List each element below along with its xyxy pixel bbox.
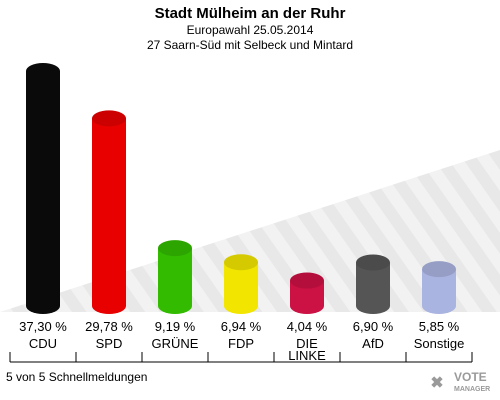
bar-grüne — [158, 240, 192, 314]
chart-subtitle: Europawahl 25.05.2014 — [187, 23, 314, 37]
bar-body — [356, 262, 390, 314]
value-label: 29,78 % — [85, 319, 133, 334]
chart-title: Stadt Mülheim an der Ruhr — [155, 5, 346, 22]
bar-die-linke — [290, 272, 324, 314]
bar-sonstige — [422, 261, 456, 314]
bar-body — [158, 248, 192, 314]
category-label: LINKE — [288, 348, 326, 363]
bar-fdp — [224, 254, 258, 314]
bar-cap — [158, 240, 192, 257]
category-label: Sonstige — [414, 336, 465, 351]
bar-body — [422, 269, 456, 314]
chart-subtitle-2: 27 Saarn-Süd mit Selbeck und Mintard — [147, 38, 353, 52]
category-label: AfD — [362, 336, 384, 351]
bar-cap — [290, 272, 324, 289]
bar-body — [92, 118, 126, 314]
value-label: 5,85 % — [419, 319, 460, 334]
vote-manager-logo: VOTE MANAGER — [431, 370, 490, 393]
category-label: GRÜNE — [152, 336, 199, 351]
logo-line1: VOTE — [454, 370, 487, 384]
category-label: CDU — [29, 336, 57, 351]
bar-body — [26, 71, 60, 314]
logo-line2: MANAGER — [454, 386, 490, 393]
bar-cdu — [26, 63, 60, 314]
category-label: FDP — [228, 336, 254, 351]
bar-cap — [224, 254, 258, 271]
value-label: 9,19 % — [155, 319, 196, 334]
footer-text: 5 von 5 Schnellmeldungen — [6, 370, 147, 384]
bar-afd — [356, 254, 390, 314]
bar-body — [224, 262, 258, 314]
value-label: 4,04 % — [287, 319, 328, 334]
value-label: 6,90 % — [353, 319, 394, 334]
category-label: SPD — [96, 336, 123, 351]
bar-cap — [26, 63, 60, 79]
bar-spd — [92, 110, 126, 314]
value-label: 37,30 % — [19, 319, 67, 334]
bar-body — [290, 280, 324, 314]
bar-cap — [356, 254, 390, 271]
bar-cap — [422, 261, 456, 278]
bar-cap — [92, 110, 126, 127]
bars-group — [26, 63, 456, 314]
value-label: 6,94 % — [221, 319, 262, 334]
category-label: DIE — [296, 336, 318, 351]
labels-group: 37,30 % CDU 29,78 % SPD 9,19 % GRÜNE 6,94 % FDP… — [9, 319, 473, 363]
